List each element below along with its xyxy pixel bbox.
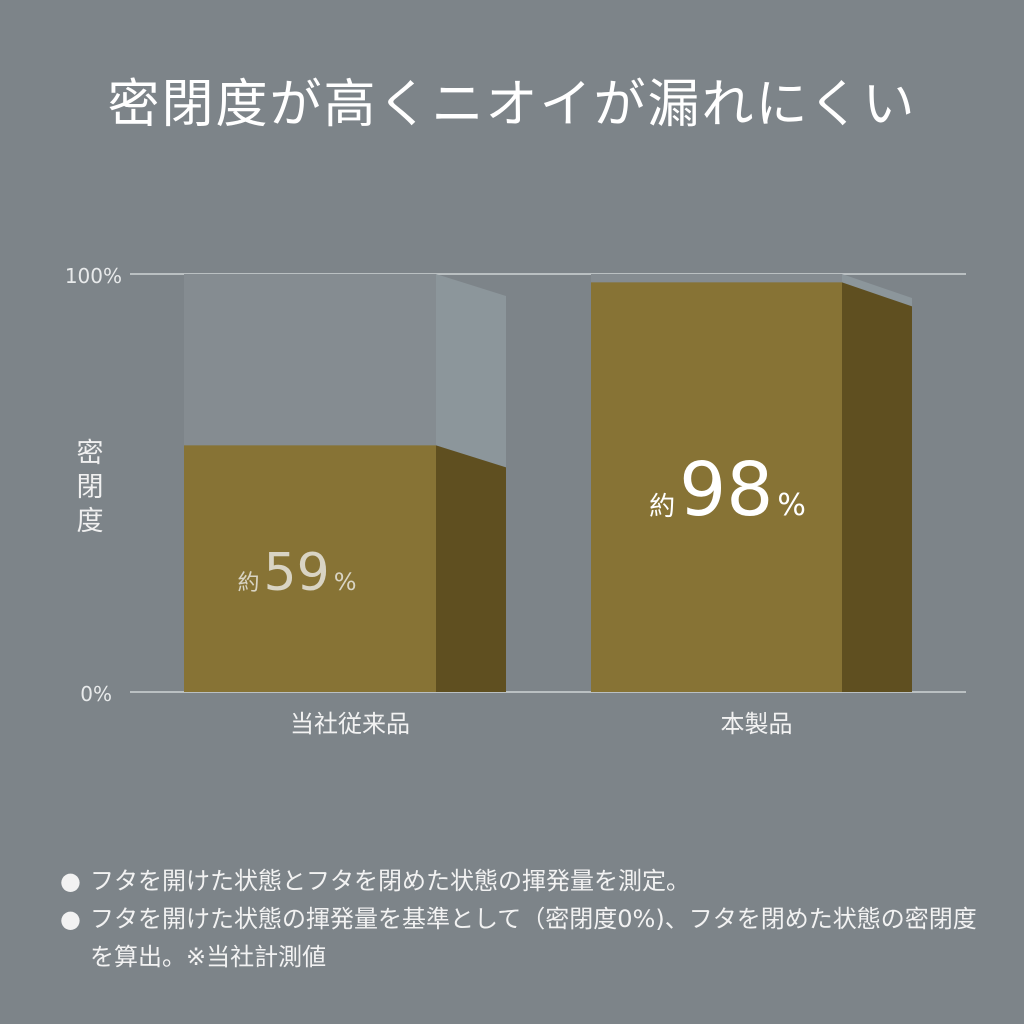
bar-empty-front [184, 274, 436, 446]
bar-side [842, 282, 912, 692]
bullet-icon: ● [60, 905, 81, 933]
y-axis-label: 密閉度 [77, 438, 104, 537]
footnote-text: フタを開けた状態の揮発量を基準として（密閉度0%)、フタを閉めた状態の密閉度を算… [90, 905, 977, 971]
data-label: 約98% [649, 447, 806, 533]
footnote-1: ● フタを開けた状態とフタを閉めた状態の揮発量を測定。 [60, 862, 980, 900]
y-tick-label: 100% [65, 264, 122, 288]
x-category-label: 当社従来品 [290, 710, 410, 738]
bar-empty-side [842, 274, 912, 307]
page-title: 密閉度が高くニオイが漏れにくい [107, 75, 917, 135]
bar-side [436, 445, 506, 692]
footnotes: ● フタを開けた状態とフタを閉めた状態の揮発量を測定。 ● フタを開けた状態の揮… [60, 862, 980, 976]
bar-empty-front [591, 274, 842, 283]
bar-front [591, 282, 842, 692]
footnote-text: フタを開けた状態とフタを閉めた状態の揮発量を測定。 [90, 867, 690, 895]
data-label: 約59% [238, 543, 357, 603]
bar-empty-side [436, 274, 506, 468]
bullet-icon: ● [60, 867, 81, 895]
bar-front [184, 445, 436, 692]
y-tick-label: 0% [80, 682, 112, 706]
x-category-label: 本製品 [721, 710, 793, 738]
footnote-2: ● フタを開けた状態の揮発量を基準として（密閉度0%)、フタを閉めた状態の密閉度… [60, 900, 980, 976]
